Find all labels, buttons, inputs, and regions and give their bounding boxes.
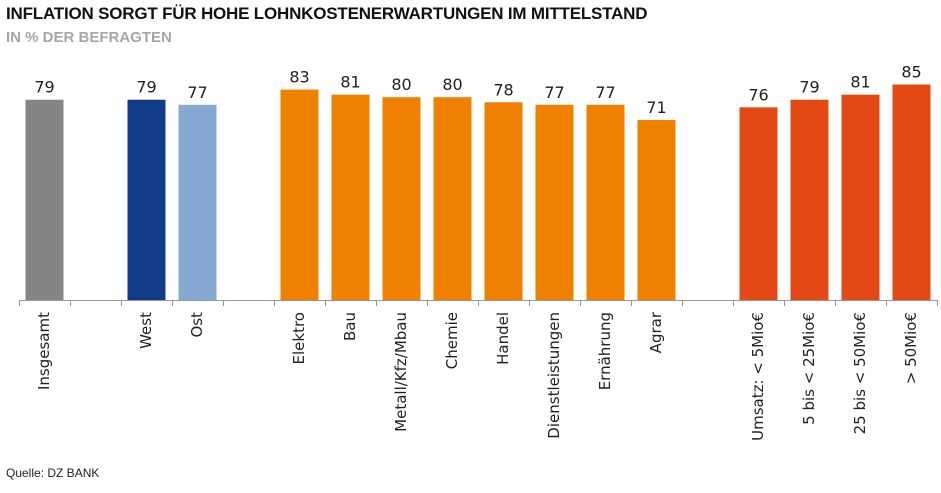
bar [841, 94, 880, 300]
x-tick-label: > 50Mio€ [902, 312, 920, 384]
bar [790, 99, 829, 300]
x-tick-label: Chemie [443, 312, 461, 369]
data-label: 71 [646, 98, 666, 117]
data-label: 77 [187, 83, 207, 102]
x-tick-label: Metall/Kfz/Mbau [392, 312, 410, 432]
x-tick-label: Handel [494, 312, 512, 365]
bar [637, 120, 676, 300]
bar [331, 94, 370, 300]
x-tick-label: Ernährung [596, 312, 614, 390]
chart-subtitle: IN % DER BEFRAGTEN [6, 29, 172, 46]
data-label: 80 [391, 75, 411, 94]
data-label: 78 [493, 80, 513, 99]
x-tick-label: Umsatz: < 5Mio€ [749, 312, 767, 441]
data-label: 85 [901, 63, 921, 82]
bar [25, 99, 64, 300]
bar [535, 104, 574, 301]
x-tick-label: Agrar [647, 311, 665, 353]
bar [178, 104, 217, 301]
bar [892, 84, 931, 301]
x-tick-label: West [137, 312, 155, 349]
x-tick-label: 25 bis < 50Mio€ [851, 312, 869, 434]
data-label: 80 [442, 75, 462, 94]
source-note: Quelle: DZ BANK [6, 466, 100, 480]
data-label: 77 [544, 83, 564, 102]
data-label: 81 [340, 73, 360, 92]
bar [739, 107, 778, 300]
data-label: 79 [136, 78, 156, 97]
bar [586, 104, 625, 301]
x-tick-label: Dienstleistungen [545, 312, 563, 439]
bar [382, 97, 421, 300]
bar [127, 99, 166, 300]
x-tick-label: Elektro [290, 312, 308, 364]
bar [484, 102, 523, 301]
x-tick-label: Insgesamt [35, 312, 53, 390]
data-label: 76 [748, 85, 768, 104]
x-tick-label: 5 bis < 25Mio€ [800, 312, 818, 425]
data-label: 79 [34, 78, 54, 97]
bar [433, 97, 472, 300]
chart-title: INFLATION SORGT FÜR HOHE LOHNKOSTENERWAR… [6, 4, 648, 23]
x-tick-label: Bau [341, 312, 359, 341]
bar [280, 89, 319, 300]
data-label: 83 [289, 68, 309, 87]
data-label: 77 [595, 83, 615, 102]
data-label: 79 [799, 78, 819, 97]
x-tick-label: Ost [188, 312, 206, 338]
data-label: 81 [850, 73, 870, 92]
